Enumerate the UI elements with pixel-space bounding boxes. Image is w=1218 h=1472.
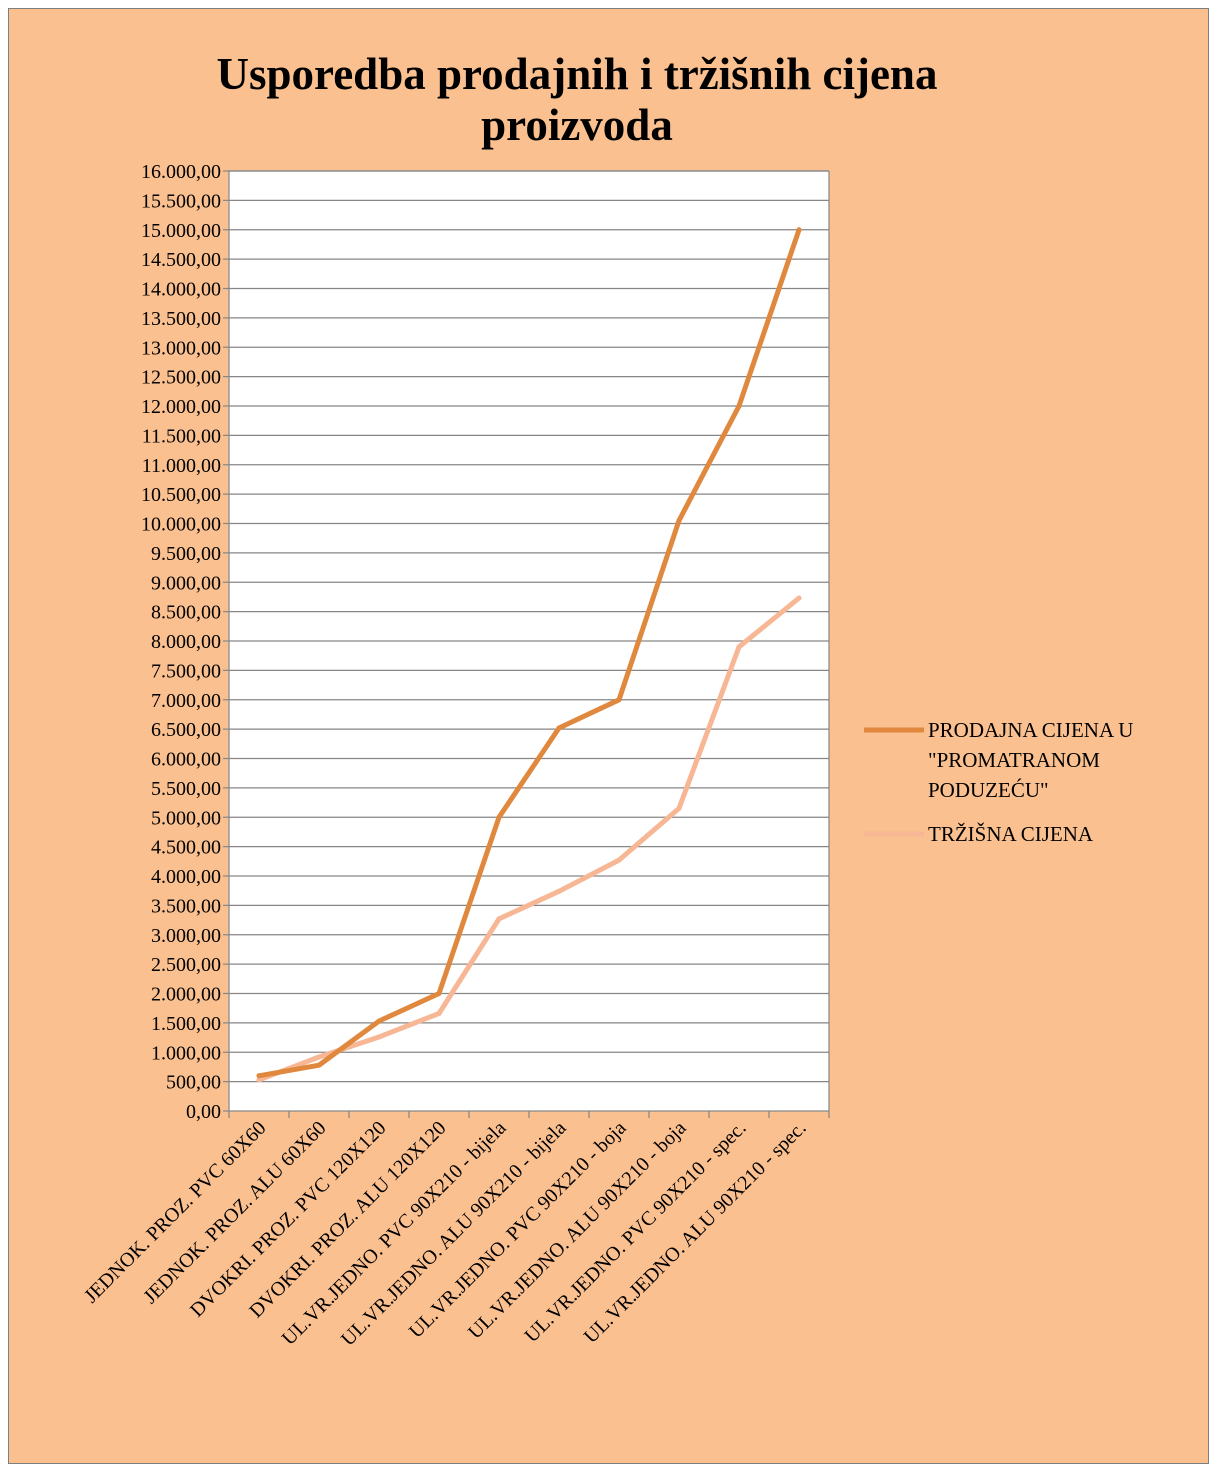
- series-2-point: [376, 1034, 382, 1040]
- series-1-point: [256, 1073, 262, 1079]
- series-1-point: [616, 697, 622, 703]
- legend: PRODAJNA CIJENA U "PROMATRANOM PODUZEĆU" TR…: [864, 718, 1133, 846]
- legend-label-1: PODUZEĆU": [928, 778, 1049, 802]
- x-tick-label: UL.VR.JEDNO. ALU 90X210 - spec.: [580, 1117, 811, 1348]
- y-tick-label: 500,00: [166, 1072, 221, 1094]
- series-lines: [256, 227, 802, 1083]
- y-tick-label: 14.500,00: [141, 249, 221, 271]
- y-tick-label: 9.500,00: [151, 543, 221, 565]
- y-tick-label: 10.000,00: [141, 514, 221, 536]
- y-axis-tick-labels: 0,00 500,00 1.000,00 1.500,00 2.000,00 2.500,…: [141, 161, 221, 1123]
- chart-title-line-2: proizvoda: [481, 100, 673, 150]
- y-tick-label: 6.500,00: [151, 719, 221, 741]
- series-2-point: [796, 595, 802, 601]
- y-tick-label: 15.000,00: [141, 220, 221, 242]
- series-2-point: [556, 888, 562, 894]
- y-tick-label: 13.000,00: [141, 337, 221, 359]
- y-tick-label: 8.500,00: [151, 602, 221, 624]
- x-tick-label: UL.VR.JEDNO. PVC 90X210 - spec.: [520, 1117, 750, 1347]
- axes: [223, 170, 830, 1118]
- series-2-point: [616, 857, 622, 863]
- y-tick-label: 16.000,00: [141, 161, 221, 183]
- series-1-point: [676, 518, 682, 524]
- series-2-point: [676, 805, 682, 811]
- y-tick-label: 12.500,00: [141, 367, 221, 389]
- y-tick-label: 1.500,00: [151, 1013, 221, 1035]
- x-tick-label: UL.VR.JEDNO. PVC 90X210 - boja: [405, 1117, 631, 1343]
- y-tick-label: 9.000,00: [151, 572, 221, 594]
- series-1-point: [316, 1062, 322, 1068]
- series-1-point: [796, 227, 802, 233]
- y-tick-label: 10.500,00: [141, 484, 221, 506]
- y-tick-label: 5.500,00: [151, 778, 221, 800]
- y-tick-label: 11.500,00: [142, 425, 221, 447]
- y-tick-label: 0,00: [186, 1101, 221, 1123]
- y-tick-label: 7.000,00: [151, 690, 221, 712]
- y-tick-label: 3.000,00: [151, 925, 221, 947]
- series-1-point: [376, 1018, 382, 1024]
- legend-label-1: PRODAJNA CIJENA U: [928, 718, 1133, 742]
- series-1-point: [436, 991, 442, 996]
- series-line-1: [256, 227, 802, 1079]
- series-2-point: [496, 916, 502, 922]
- y-tick-label: 1.000,00: [151, 1042, 221, 1064]
- y-tick-label: 12.000,00: [141, 396, 221, 418]
- y-tick-label: 7.500,00: [151, 660, 221, 682]
- series-2-point: [256, 1077, 262, 1083]
- chart-area: Usporedba prodajnih i tržišnih cijena pr…: [8, 8, 1209, 1464]
- y-tick-label: 2.500,00: [151, 954, 221, 976]
- series-2-point: [736, 644, 742, 650]
- y-tick-label: 13.500,00: [141, 308, 221, 330]
- y-tick-label: 4.500,00: [151, 837, 221, 859]
- series-1-point: [736, 403, 742, 409]
- gridlines: [229, 170, 829, 1083]
- x-tick-label: UL.VR.JEDNO. ALU 90X210 - boja: [464, 1117, 691, 1344]
- series-1-point: [556, 725, 562, 731]
- line-chart: Usporedba prodajnih i tržišnih cijena pr…: [80, 49, 1133, 1351]
- series-2-point: [436, 1010, 442, 1016]
- y-tick-label: 3.500,00: [151, 895, 221, 917]
- y-tick-label: 2.000,00: [151, 984, 221, 1006]
- series-2-point: [316, 1054, 322, 1060]
- y-tick-label: 15.500,00: [141, 190, 221, 212]
- legend-label-2: TRŽIŠNA CIJENA: [928, 822, 1094, 846]
- y-tick-label: 8.000,00: [151, 631, 221, 653]
- y-tick-label: 4.000,00: [151, 866, 221, 888]
- y-tick-label: 11.000,00: [142, 455, 221, 477]
- y-tick-label: 6.000,00: [151, 749, 221, 771]
- y-tick-label: 5.000,00: [151, 807, 221, 829]
- x-tick-label: UL.VR.JEDNO. PVC 90X210 - bijela: [278, 1117, 511, 1350]
- series-1-point: [496, 814, 502, 820]
- chart-title-line-1: Usporedba prodajnih i tržišnih cijena: [217, 49, 938, 99]
- legend-label-1: "PROMATRANOM: [928, 748, 1100, 772]
- series-line-2: [256, 595, 802, 1083]
- y-tick-label: 14.000,00: [141, 279, 221, 301]
